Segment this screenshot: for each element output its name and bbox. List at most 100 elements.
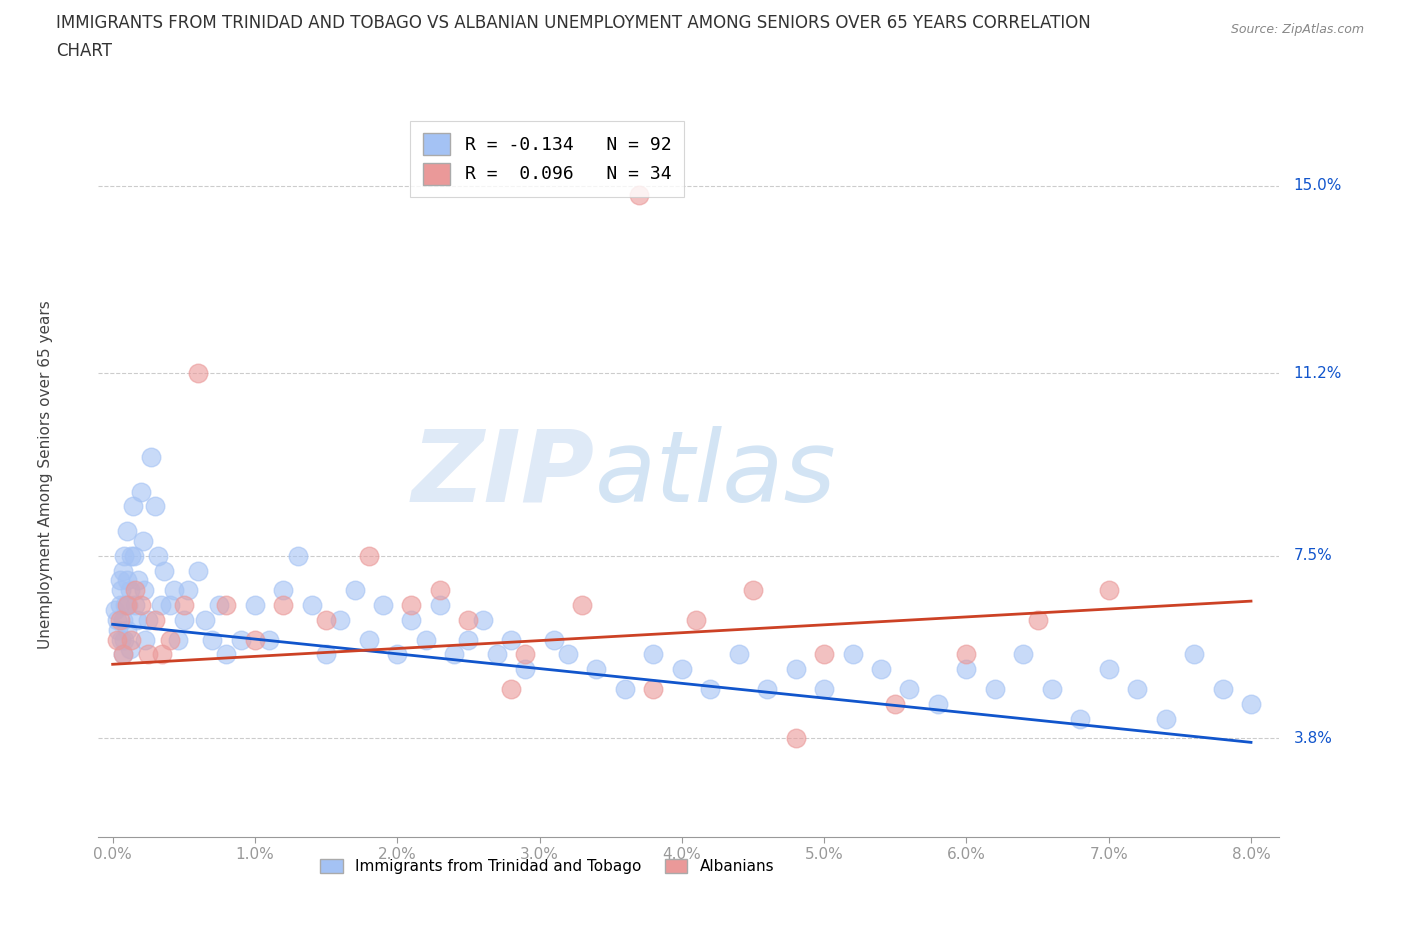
Point [208, 598, 231, 613]
Point [143, 613, 166, 628]
Point [111, 647, 134, 662]
Point [1098, 583, 1121, 598]
Point [329, 613, 352, 628]
Point [115, 573, 138, 588]
Point [785, 731, 807, 746]
Point [1098, 662, 1121, 677]
Point [301, 598, 323, 613]
Point [955, 647, 977, 662]
Point [107, 622, 129, 637]
Point [429, 583, 451, 598]
Text: 11.2%: 11.2% [1294, 365, 1341, 380]
Text: ZIP: ZIP [412, 426, 595, 523]
Point [163, 583, 186, 598]
Point [1240, 697, 1263, 711]
Point [153, 563, 176, 578]
Point [984, 682, 1007, 697]
Point [813, 647, 835, 662]
Point [173, 613, 195, 628]
Point [927, 697, 949, 711]
Point [273, 583, 295, 598]
Point [443, 647, 465, 662]
Point [1126, 682, 1149, 697]
Point [118, 583, 141, 598]
Point [129, 598, 152, 613]
Point [117, 598, 139, 613]
Point [1040, 682, 1063, 697]
Point [111, 647, 134, 662]
Point [571, 598, 593, 613]
Text: IMMIGRANTS FROM TRINIDAD AND TOBAGO VS ALBANIAN UNEMPLOYMENT AMONG SENIORS OVER : IMMIGRANTS FROM TRINIDAD AND TOBAGO VS A… [56, 14, 1091, 32]
Point [727, 647, 749, 662]
Point [148, 549, 170, 564]
Point [557, 647, 579, 662]
Point [515, 662, 537, 677]
Point [613, 682, 636, 697]
Point [813, 682, 835, 697]
Text: Source: ZipAtlas.com: Source: ZipAtlas.com [1230, 23, 1364, 36]
Point [118, 642, 141, 657]
Point [215, 598, 238, 613]
Point [257, 632, 280, 647]
Text: 15.0%: 15.0% [1294, 179, 1341, 193]
Point [187, 365, 209, 380]
Point [110, 632, 132, 647]
Point [287, 549, 309, 564]
Point [215, 647, 238, 662]
Point [105, 632, 128, 647]
Legend: Immigrants from Trinidad and Tobago, Albanians: Immigrants from Trinidad and Tobago, Alb… [314, 853, 780, 880]
Point [108, 598, 131, 613]
Point [671, 662, 693, 677]
Point [167, 632, 190, 647]
Point [643, 647, 665, 662]
Text: 7.5%: 7.5% [1294, 548, 1331, 564]
Point [841, 647, 863, 662]
Point [387, 647, 409, 662]
Point [104, 603, 127, 618]
Point [884, 697, 907, 711]
Point [124, 598, 146, 613]
Point [1012, 647, 1035, 662]
Point [114, 598, 136, 613]
Point [120, 549, 142, 564]
Point [152, 647, 174, 662]
Point [401, 598, 423, 613]
Point [108, 613, 131, 628]
Point [371, 598, 394, 613]
Point [108, 573, 131, 588]
Point [159, 598, 181, 613]
Point [194, 613, 217, 628]
Point [159, 632, 181, 647]
Point [485, 647, 508, 662]
Point [143, 498, 166, 513]
Point [785, 662, 807, 677]
Point [136, 613, 159, 628]
Point [643, 682, 665, 697]
Point [315, 613, 337, 628]
Text: 3.8%: 3.8% [1294, 731, 1333, 746]
Point [273, 598, 295, 613]
Point [457, 632, 479, 647]
Point [243, 632, 266, 647]
Point [357, 549, 380, 564]
Text: atlas: atlas [595, 426, 837, 523]
Point [187, 563, 209, 578]
Point [127, 573, 149, 588]
Point [111, 563, 134, 578]
Point [343, 583, 366, 598]
Point [110, 583, 132, 598]
Point [585, 662, 607, 677]
Point [229, 632, 252, 647]
Point [499, 682, 522, 697]
Point [111, 613, 134, 628]
Point [1069, 711, 1091, 726]
Point [139, 449, 162, 464]
Point [699, 682, 721, 697]
Text: Unemployment Among Seniors over 65 years: Unemployment Among Seniors over 65 years [38, 300, 53, 649]
Point [1182, 647, 1205, 662]
Point [898, 682, 921, 697]
Point [122, 549, 145, 564]
Point [129, 485, 152, 499]
Point [415, 632, 437, 647]
Point [134, 632, 156, 647]
